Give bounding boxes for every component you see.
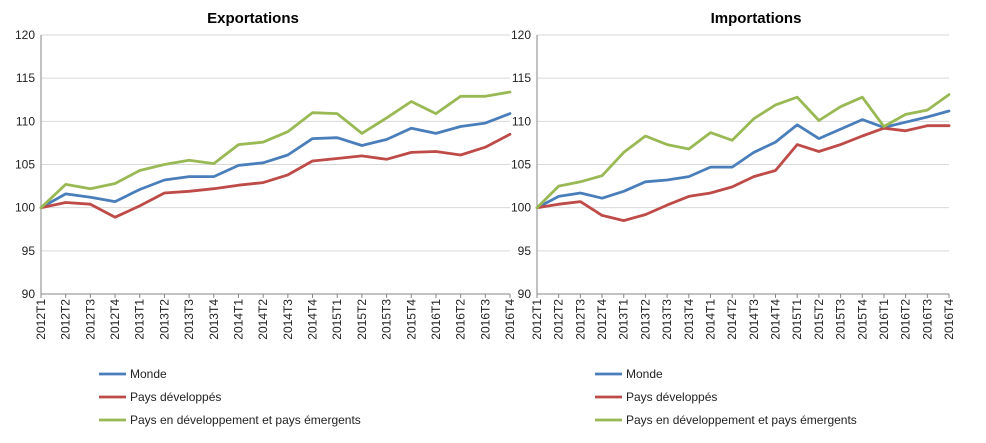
y-tick-label: 95 — [518, 244, 532, 258]
chart-1: Importations 90 95 100 105 110 115 120 2012T1 201… — [511, 10, 956, 427]
series-line-2 — [39, 90, 512, 210]
y-tick-label: 90 — [22, 287, 36, 301]
y-tick-label: 90 — [518, 287, 532, 301]
y-tick-label: 100 — [15, 201, 35, 215]
x-tick-label: 2012T2 — [552, 299, 566, 340]
y-tick-label: 115 — [512, 71, 531, 85]
x-tick-label: 2013T4 — [682, 299, 696, 340]
legend-label: Pays développés — [130, 390, 221, 404]
x-tick-label: 2012T2 — [59, 299, 73, 340]
x-tick-label: 2013T3 — [660, 299, 674, 340]
series-line-0 — [535, 109, 951, 210]
x-tick-label: 2012T4 — [595, 299, 609, 340]
legend-label: Monde — [130, 367, 167, 381]
legend-label: Pays en développement et pays émergents — [626, 413, 857, 427]
series-line-1 — [535, 124, 951, 223]
x-tick-label: 2015T1 — [790, 299, 804, 340]
x-tick-label: 2016T3 — [478, 299, 492, 340]
x-tick-label: 2014T1 — [231, 299, 245, 340]
x-tick-label: 2014T1 — [703, 299, 717, 340]
y-tick-label: 110 — [512, 114, 531, 128]
x-tick-label: 2016T2 — [454, 299, 468, 340]
y-tick-label: 105 — [511, 158, 531, 172]
x-tick-label: 2014T3 — [281, 299, 295, 340]
x-tick-label: 2012T1 — [530, 299, 544, 340]
y-tick-label: 120 — [15, 28, 35, 42]
x-tick-label: 2013T2 — [157, 299, 171, 340]
x-tick-label: 2012T4 — [108, 299, 122, 340]
y-tick-label: 100 — [511, 201, 531, 215]
x-tick-label: 2015T3 — [834, 299, 848, 340]
x-tick-label: 2014T4 — [306, 299, 320, 340]
series-line-2 — [535, 93, 951, 210]
series-line-1 — [39, 132, 512, 219]
x-tick-label: 2015T2 — [355, 299, 369, 340]
y-tick-label: 105 — [15, 158, 35, 172]
x-tick-label: 2016T2 — [899, 299, 913, 340]
x-tick-label: 2012T1 — [34, 299, 48, 340]
chart-title: Importations — [711, 10, 802, 27]
x-tick-label: 2016T4 — [503, 299, 517, 340]
x-tick-label: 2016T1 — [877, 299, 891, 340]
x-tick-label: 2013T1 — [133, 299, 147, 340]
x-tick-label: 2013T4 — [207, 299, 221, 340]
x-tick-label: 2015T2 — [812, 299, 826, 340]
x-tick-label: 2015T1 — [330, 299, 344, 340]
x-tick-label: 2012T3 — [83, 299, 97, 340]
x-tick-label: 2013T2 — [638, 299, 652, 340]
x-tick-label: 2016T3 — [920, 299, 934, 340]
x-tick-label: 2014T2 — [256, 299, 270, 340]
x-tick-label: 2014T2 — [725, 299, 739, 340]
x-tick-label: 2016T1 — [429, 299, 443, 340]
legend-label: Pays en développement et pays émergents — [130, 413, 361, 427]
y-tick-label: 115 — [16, 71, 35, 85]
y-tick-label: 120 — [511, 28, 531, 42]
y-tick-label: 95 — [22, 244, 36, 258]
x-tick-label: 2013T3 — [182, 299, 196, 340]
legend-label: Pays développés — [626, 390, 717, 404]
legend-label: Monde — [626, 367, 663, 381]
series-line-0 — [39, 112, 512, 210]
x-tick-label: 2016T4 — [942, 299, 956, 340]
x-tick-label: 2013T1 — [617, 299, 631, 340]
x-tick-label: 2014T3 — [747, 299, 761, 340]
x-tick-label: 2015T4 — [404, 299, 418, 340]
x-tick-label: 2012T3 — [573, 299, 587, 340]
y-tick-label: 110 — [16, 114, 35, 128]
x-tick-label: 2015T4 — [855, 299, 869, 340]
chart-0: Exportations 90 95 100 105 110 115 120 2012T1 201… — [15, 10, 517, 427]
x-tick-label: 2015T3 — [380, 299, 394, 340]
x-tick-label: 2014T4 — [769, 299, 783, 340]
chart-title: Exportations — [207, 10, 299, 27]
